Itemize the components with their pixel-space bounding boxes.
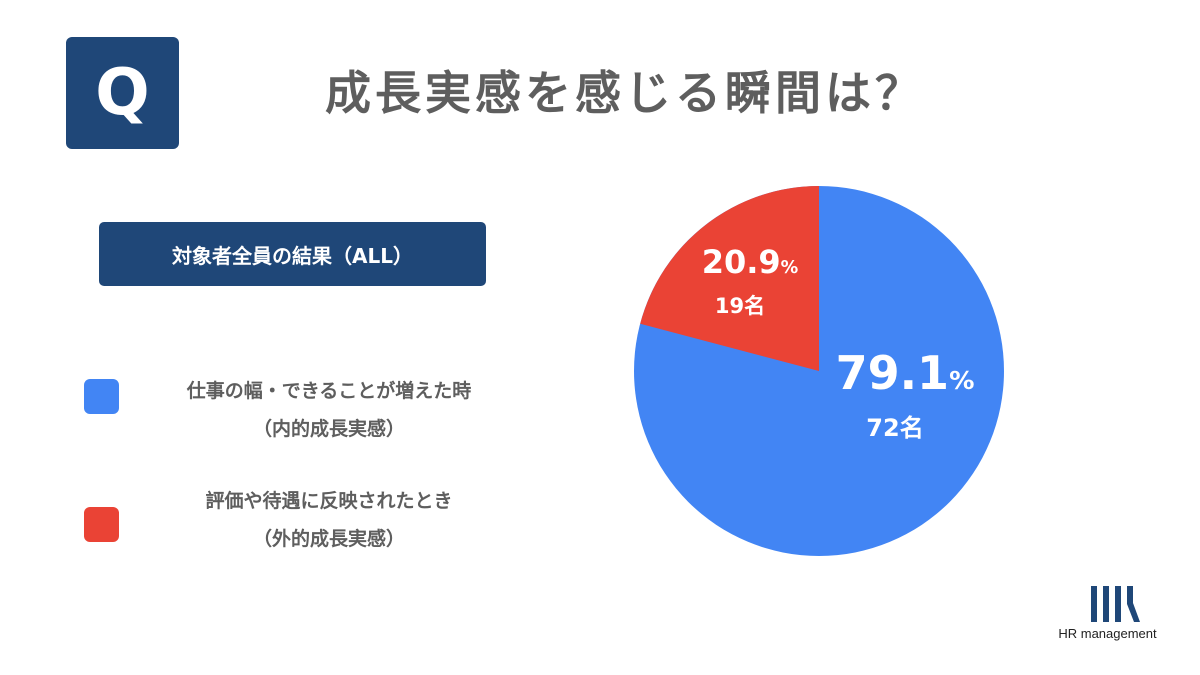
pct-sign: % — [949, 366, 975, 395]
legend-swatch-red — [84, 507, 119, 542]
legend-swatch-blue — [84, 379, 119, 414]
legend-line: 評価や待遇に反映されたとき — [205, 490, 453, 512]
pie-count: 72名 — [866, 414, 924, 442]
pie-slice-external — [640, 186, 819, 371]
logo-text: HR management — [1058, 626, 1157, 641]
legend-line: （外的成長実感） — [252, 528, 405, 550]
subset-badge-label: 対象者全員の結果（ALL） — [172, 243, 413, 268]
legend-line: （内的成長実感） — [252, 418, 405, 440]
pct-sign: % — [780, 258, 799, 278]
logo-mark-icon — [1091, 586, 1140, 622]
pie-count: 19名 — [714, 294, 766, 318]
pie-label-external: 20.9% 19名 — [690, 246, 810, 317]
question-badge: Q — [66, 37, 179, 149]
legend-line: 仕事の幅・できることが増えた時 — [186, 380, 472, 402]
pie-pct: 20.9 — [701, 243, 781, 281]
company-logo: HR management — [1045, 583, 1170, 643]
legend-label-external: 評価や待遇に反映されたとき （外的成長実感） — [139, 482, 519, 558]
pie-label-internal: 79.1% 72名 — [830, 350, 980, 440]
subset-badge: 対象者全員の結果（ALL） — [99, 222, 486, 286]
legend-label-internal: 仕事の幅・できることが増えた時 （内的成長実感） — [139, 372, 519, 448]
question-badge-letter: Q — [95, 56, 150, 130]
page-title: 成長実感を感じる瞬間は？ — [325, 66, 925, 120]
pie-pct: 79.1 — [835, 346, 950, 400]
